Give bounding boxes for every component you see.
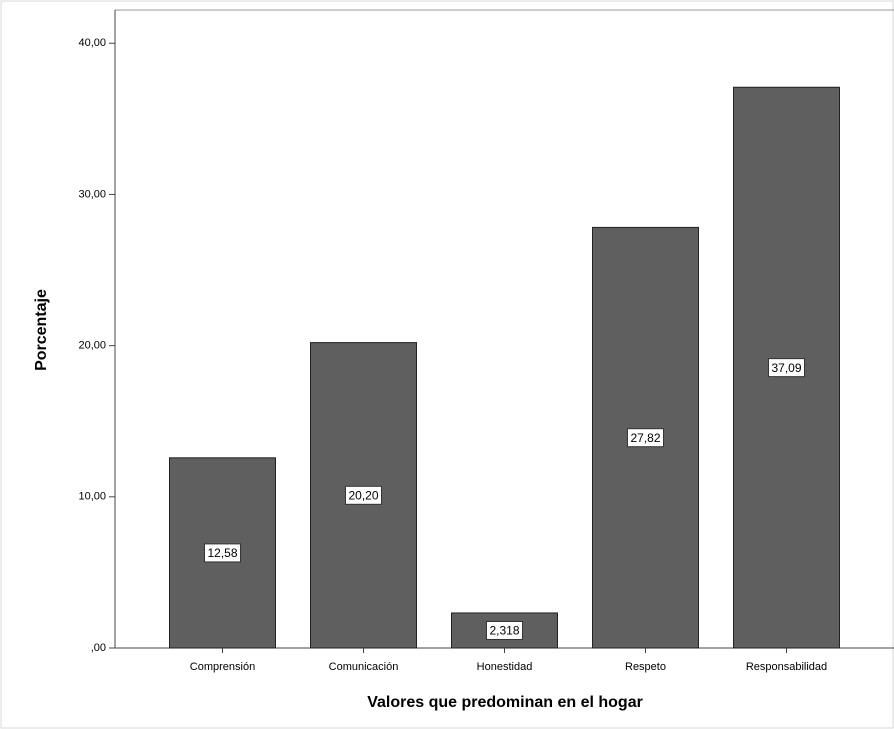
y-tick-label: ,00	[91, 642, 106, 654]
value-label-box	[626, 428, 665, 448]
value-label-box	[344, 485, 383, 505]
value-label-box	[203, 543, 242, 563]
x-tick-label: Respeto	[625, 661, 666, 673]
value-label: 37,09	[771, 361, 801, 375]
x-tick-label: Comprensión	[190, 661, 255, 673]
value-label: 2,318	[489, 624, 519, 638]
x-tick-label: Comunicación	[329, 661, 399, 673]
y-axis-title: Porcentaje	[33, 289, 50, 371]
y-tick-label: 20,00	[78, 340, 106, 352]
y-tick-label: 30,00	[78, 188, 106, 200]
y-tick-label: 40,00	[78, 37, 106, 49]
value-label-box	[767, 358, 806, 378]
value-label: 27,82	[630, 431, 660, 445]
x-tick-label: Responsabilidad	[746, 661, 827, 673]
value-label: 12,58	[207, 546, 237, 560]
value-label: 20,20	[348, 488, 378, 502]
x-tick-label: Honestidad	[477, 661, 533, 673]
value-label-box	[485, 620, 524, 640]
x-axis-title: Valores que predominan en el hogar	[367, 694, 643, 711]
y-tick-label: 10,00	[78, 491, 106, 503]
